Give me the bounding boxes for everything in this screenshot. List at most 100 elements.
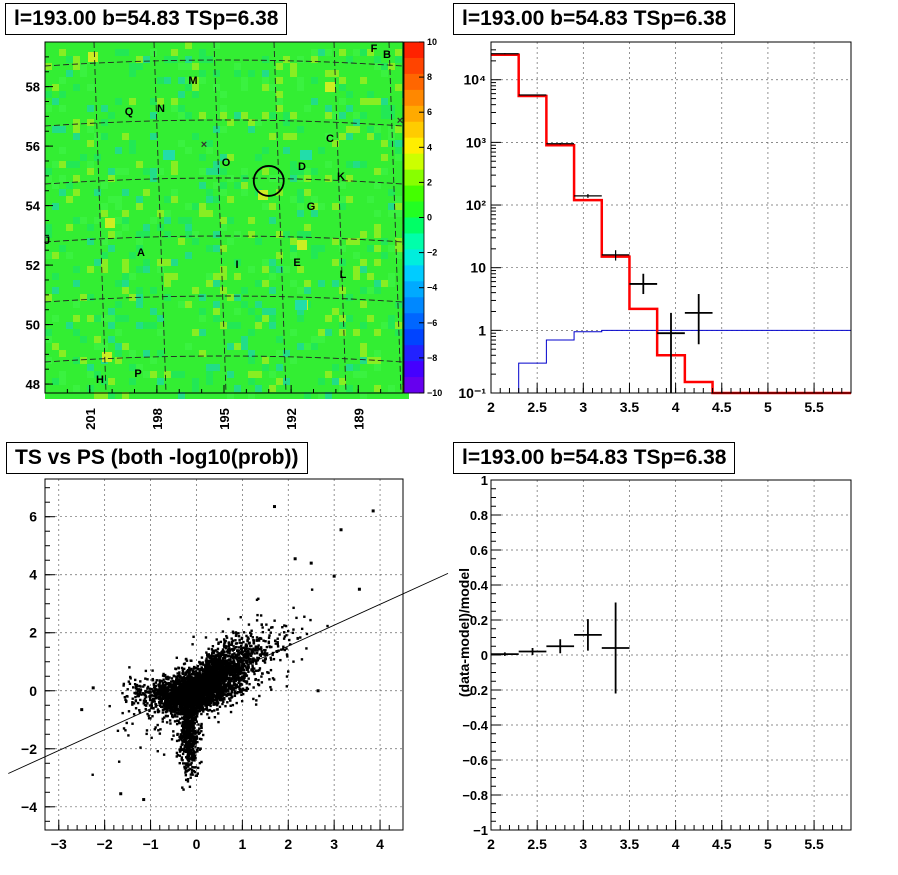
skymap-source-label: L (340, 269, 347, 281)
colorbar-tick-label: −2 (427, 248, 437, 258)
residual-data-point (574, 619, 602, 651)
scatter-xtick-label: 0 (193, 836, 201, 852)
spectrum-xtick-label: 2.5 (527, 399, 547, 415)
spectrum-xtick-label: 3 (579, 399, 587, 415)
spectrum-title: l=193.00 b=54.83 TSp=6.38 (453, 3, 736, 35)
scatter-ytick-label: 2 (29, 625, 37, 641)
spectrum-xtick-label: 5 (764, 399, 772, 415)
residual-ytick-label: −0.8 (462, 788, 488, 803)
residual-ytick-label: −0.2 (462, 683, 488, 698)
residual-ytick-label: 0.4 (470, 578, 489, 593)
skymap-source-label: A (137, 247, 145, 259)
spectrum-pad: 10⁴ 10³ 10² 10 1 10⁻¹ 2 2.5 3 3.5 4 4.5 5 5.5 l=193.0… (449, 0, 898, 438)
scatter-ytick-label: 6 (29, 509, 37, 525)
scatter-outlier (316, 689, 320, 693)
residual-ytick-label: −0.4 (462, 718, 488, 733)
residual-ytick-label: 1 (481, 473, 488, 488)
skymap-ytick-label: 54 (26, 199, 41, 214)
spectrum-data-point (546, 142, 575, 145)
skymap-source-label: Q (125, 106, 134, 118)
skymap-source-label: M (188, 75, 197, 87)
skymap-source-label: C (326, 133, 334, 145)
scatter-ytick-label: 0 (29, 683, 37, 699)
skymap-xtick-label: 198 (150, 408, 165, 430)
ts-vs-ps-pad: 6 4 2 0 −2 −4 −3 −2 −1 0 1 2 3 4 TS vs PS (both -log1… (0, 438, 449, 875)
spectrum-data-point (657, 312, 685, 393)
skymap-ytick-label: 56 (26, 139, 40, 154)
colorbar-tick-label: 10 (427, 37, 437, 47)
residual-xtick-label: 5 (764, 836, 772, 852)
residual-xtick-label: 5.5 (804, 836, 824, 852)
residual-data-point (601, 602, 630, 694)
scatter-xtick-label: −1 (143, 836, 159, 852)
residual-data-point (546, 639, 575, 654)
scatter-ytick-label: 4 (29, 567, 37, 583)
residual-ytick-label: −0.6 (462, 753, 488, 768)
colorbar-tick-label: 8 (427, 72, 432, 82)
skymap-title: l=193.00 b=54.83 TSp=6.38 (5, 3, 288, 35)
skymap-source-label: I (235, 259, 238, 271)
residual-chart: 1 0.8 0.6 0.4 0.2 0 −0.2 −0.4 −0.6 −0.8 −12 2.5 3 3.5… (456, 473, 852, 852)
skymap-grid (44, 41, 404, 394)
skymap-source-label: G (307, 201, 316, 213)
residual-xtick-label: 2 (487, 836, 495, 852)
skymap-ytick-label: 58 (26, 80, 40, 95)
spectrum-data-point (629, 273, 658, 295)
residual-data-point (518, 648, 547, 655)
scatter-xtick-label: 1 (238, 836, 246, 852)
skymap-xtick-label: 192 (284, 408, 299, 430)
scatter-outlier (142, 798, 146, 802)
scatter-xtick-label: −3 (51, 836, 67, 852)
spectrum-xtick-label: 4.5 (712, 399, 732, 415)
spectrum-chart: 10⁴ 10³ 10² 10 1 10⁻¹2 2.5 3 3.5 4 4.5 5 5.5 (458, 41, 852, 415)
scatter-outlier (119, 792, 123, 796)
spectrum-ytick-label: 10 (470, 260, 486, 276)
skymap-marker: × (397, 115, 403, 127)
skymap-marker: × (201, 139, 207, 151)
colorbar-tick-label: −8 (427, 353, 437, 363)
scatter-outlier (80, 708, 84, 712)
scatter-outlier (91, 686, 95, 690)
residual-title: l=193.00 b=54.83 TSp=6.38 (453, 442, 736, 474)
scatter-outlier (293, 557, 297, 561)
colorbar-tick-label: 6 (427, 107, 432, 117)
spectrum-component-line (518, 329, 851, 393)
residual-xtick-label: 3 (579, 836, 587, 852)
skymap-source-label: K (337, 171, 345, 183)
spectrum-data-point (574, 194, 602, 198)
skymap-pad: F B M Q N C O D K G J A I E L H P × × 58 56 54 52 50 48 201 198 195… (0, 0, 449, 438)
spectrum-xtick-label: 4 (672, 399, 680, 415)
colorbar-tick-label: 0 (427, 213, 432, 223)
scatter-points (80, 505, 375, 802)
spectrum-ytick-label: 10⁴ (464, 72, 487, 88)
residual-ytick-label: −1 (473, 823, 488, 838)
scatter-ytick-label: −2 (21, 741, 37, 757)
spectrum-frame (490, 41, 852, 394)
spectrum-data-point (601, 250, 630, 261)
skymap-source-label: B (383, 49, 391, 61)
scatter-outlier (332, 574, 336, 578)
skymap-source-label: O (222, 157, 231, 169)
skymap-ytick-label: 52 (26, 258, 40, 273)
scatter-outlier (309, 561, 313, 565)
spectrum-ytick-label: 10⁻¹ (458, 385, 486, 401)
skymap-xtick-label: 201 (83, 408, 98, 430)
scatter-xtick-label: 3 (330, 836, 338, 852)
colorbar (404, 42, 424, 394)
residual-xtick-label: 2.5 (527, 836, 547, 852)
skymap-source-label: P (134, 368, 141, 380)
residual-ytick-label: 0.8 (470, 508, 488, 523)
skymap-cells (45, 42, 409, 399)
residual-pad: 1 0.8 0.6 0.4 0.2 0 −0.2 −0.4 −0.6 −0.8 −1 2 2.5 3 3.5… (449, 438, 898, 875)
colorbar-tick-label: −4 (427, 283, 437, 293)
scatter-fit-line (8, 572, 449, 774)
spectrum-ytick-label: 1 (478, 322, 486, 338)
residual-xtick-label: 4 (672, 836, 680, 852)
ts-vs-ps-chart: 6 4 2 0 −2 −4 −3 −2 −1 0 1 2 3 4 (8, 478, 449, 852)
spectrum-data-point (684, 294, 713, 345)
ts-vs-ps-title: TS vs PS (both -log10(prob)) (6, 442, 308, 474)
scatter-outlier (339, 528, 343, 532)
residual-ylabel: (data-model)/model (456, 568, 472, 697)
skymap-highlight-circle (252, 165, 285, 197)
